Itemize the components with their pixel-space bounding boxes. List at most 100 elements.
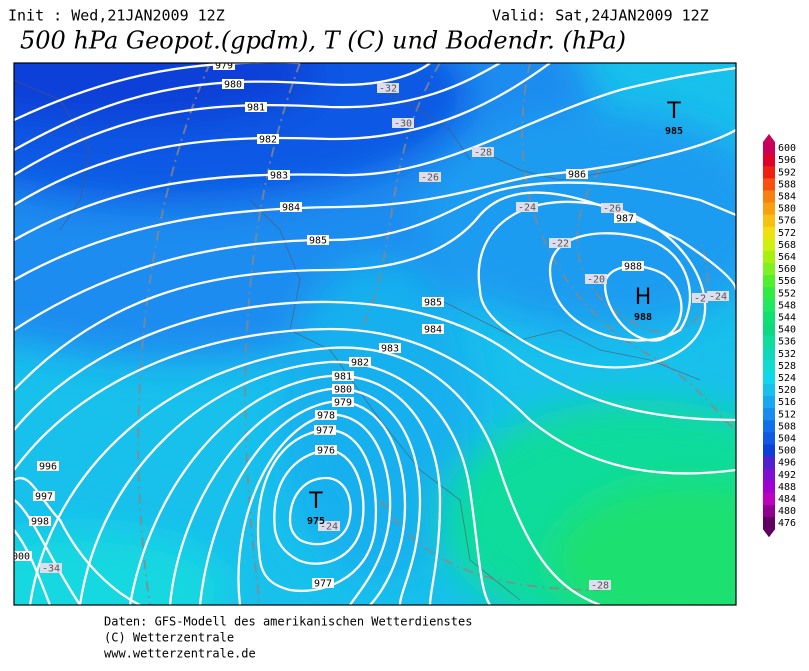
- colorbar-label: 600: [778, 143, 796, 154]
- pressure-label: 981: [334, 372, 352, 383]
- pressure-label-box: [614, 213, 636, 223]
- colorbar-swatch: [763, 517, 775, 530]
- temperature-label: -24: [709, 292, 727, 303]
- colorbar-label: 592: [778, 167, 796, 178]
- pressure-label: 980: [334, 385, 352, 396]
- colorbar-label: 568: [778, 240, 796, 251]
- temperature-label-box: [377, 83, 399, 93]
- temperature-label: -28: [474, 148, 492, 159]
- pressure-label-box: [245, 102, 267, 112]
- pressure-label: 998: [31, 517, 49, 528]
- colorbar-swatch: [763, 311, 775, 324]
- pressure-label: 979: [215, 61, 233, 72]
- colorbar-label: 556: [778, 276, 796, 287]
- title: 500 hPa Geopot.(gpdm), T (C) und Bodendr…: [20, 27, 626, 55]
- colorbar-label: 480: [778, 506, 796, 517]
- pressure-label: 983: [270, 171, 288, 182]
- colorbar-swatch: [763, 238, 775, 252]
- footer-line: (C) Wetterzentrale: [104, 631, 234, 645]
- pressure-label: 977: [314, 579, 332, 590]
- colorbar-label: 576: [778, 216, 796, 227]
- pressure-label: 985: [424, 298, 442, 309]
- colorbar-label: 476: [778, 518, 796, 529]
- colorbar-swatch: [763, 396, 775, 409]
- pressure-center-value: 988: [634, 312, 652, 323]
- temperature-label: -32: [379, 84, 397, 95]
- temperature-label: -2: [694, 294, 706, 305]
- pressure-label-box: [257, 134, 279, 144]
- temperature-label: -24: [518, 203, 536, 214]
- pressure-label-box: [332, 371, 354, 381]
- pressure-label-box: [622, 261, 644, 271]
- footer-line: Daten: GFS-Modell des amerikanischen Wet…: [104, 615, 472, 629]
- pressure-label-box: [280, 202, 302, 212]
- pressure-label-box: [312, 578, 334, 588]
- pressure-label-box: [332, 384, 354, 394]
- colorbar-swatch: [763, 347, 775, 361]
- pressure-label: 1000: [6, 552, 30, 563]
- colorbar-swatch: [763, 154, 775, 167]
- temperature-label: -26: [421, 173, 439, 184]
- pressure-label: 980: [224, 80, 242, 91]
- colorbar-swatch: [763, 263, 775, 276]
- pressure-center-symbol: T: [308, 489, 323, 514]
- colorbar-label: 532: [778, 349, 796, 360]
- colorbar-swatch: [763, 190, 775, 203]
- pressure-label-box: [315, 445, 337, 455]
- colorbar-swatch: [763, 226, 775, 240]
- colorbar-label: 504: [778, 433, 796, 444]
- footer-line: www.wetterzentrale.de: [104, 647, 256, 661]
- colorbar-swatch: [763, 214, 775, 228]
- pressure-label-box: [222, 79, 244, 89]
- colorbar-label: 496: [778, 458, 796, 469]
- colorbar-label: 572: [778, 228, 796, 239]
- colorbar-label: 588: [778, 179, 796, 190]
- pressure-center-symbol: H: [635, 285, 652, 310]
- temperature-label-box: [419, 172, 441, 182]
- colorbar-swatch: [763, 432, 775, 445]
- pressure-center-value: 975: [307, 516, 325, 527]
- pressure-label-box: [29, 516, 51, 526]
- colorbar-label: 564: [778, 252, 796, 263]
- pressure-label-box: [566, 169, 588, 179]
- colorbar-label: 540: [778, 325, 796, 336]
- pressure-label: 979: [334, 398, 352, 409]
- pressure-label-box: [422, 297, 444, 307]
- colorbar-swatch: [763, 456, 775, 470]
- colorbar-swatch: [763, 202, 775, 215]
- colorbar-label: 544: [778, 312, 796, 323]
- pressure-label: 982: [259, 135, 277, 146]
- colorbar-tip: [763, 529, 775, 538]
- colorbar-swatch: [763, 505, 775, 518]
- colorbar-label: 580: [778, 204, 796, 215]
- pressure-label-box: [213, 63, 235, 70]
- pressure-label-box: [268, 170, 290, 180]
- colorbar-label: 560: [778, 264, 796, 275]
- pressure-label: 997: [35, 492, 53, 503]
- pressure-label-box: [37, 461, 59, 471]
- map-field: 979 980 981 982 983 984 985 986 987 988 985 984 983 9…: [6, 61, 736, 605]
- temperature-label-box: [707, 291, 729, 301]
- colorbar-swatch: [763, 359, 775, 373]
- pressure-label: 978: [317, 411, 335, 422]
- temperature-label-box: [318, 521, 340, 531]
- pressure-label: 987: [616, 214, 634, 225]
- pressure-label: 986: [568, 170, 586, 181]
- temperature-label: -20: [587, 275, 605, 286]
- colorbar-swatch: [763, 335, 775, 349]
- colorbar-label: 524: [778, 373, 796, 384]
- colorbar-swatch: [763, 250, 775, 264]
- temperature-label: -30: [394, 119, 412, 130]
- colorbar-swatch: [763, 275, 775, 288]
- colorbar-swatch: [763, 444, 775, 457]
- temperature-label-box: [601, 203, 623, 213]
- pressure-label: 977: [316, 426, 334, 437]
- pressure-label-box: [349, 357, 371, 367]
- temperature-label: -22: [551, 239, 569, 250]
- temperature-label-box: [516, 202, 538, 212]
- temperature-label-box: [392, 118, 414, 128]
- colorbar-label: 596: [778, 155, 796, 166]
- pressure-label: 985: [309, 236, 327, 247]
